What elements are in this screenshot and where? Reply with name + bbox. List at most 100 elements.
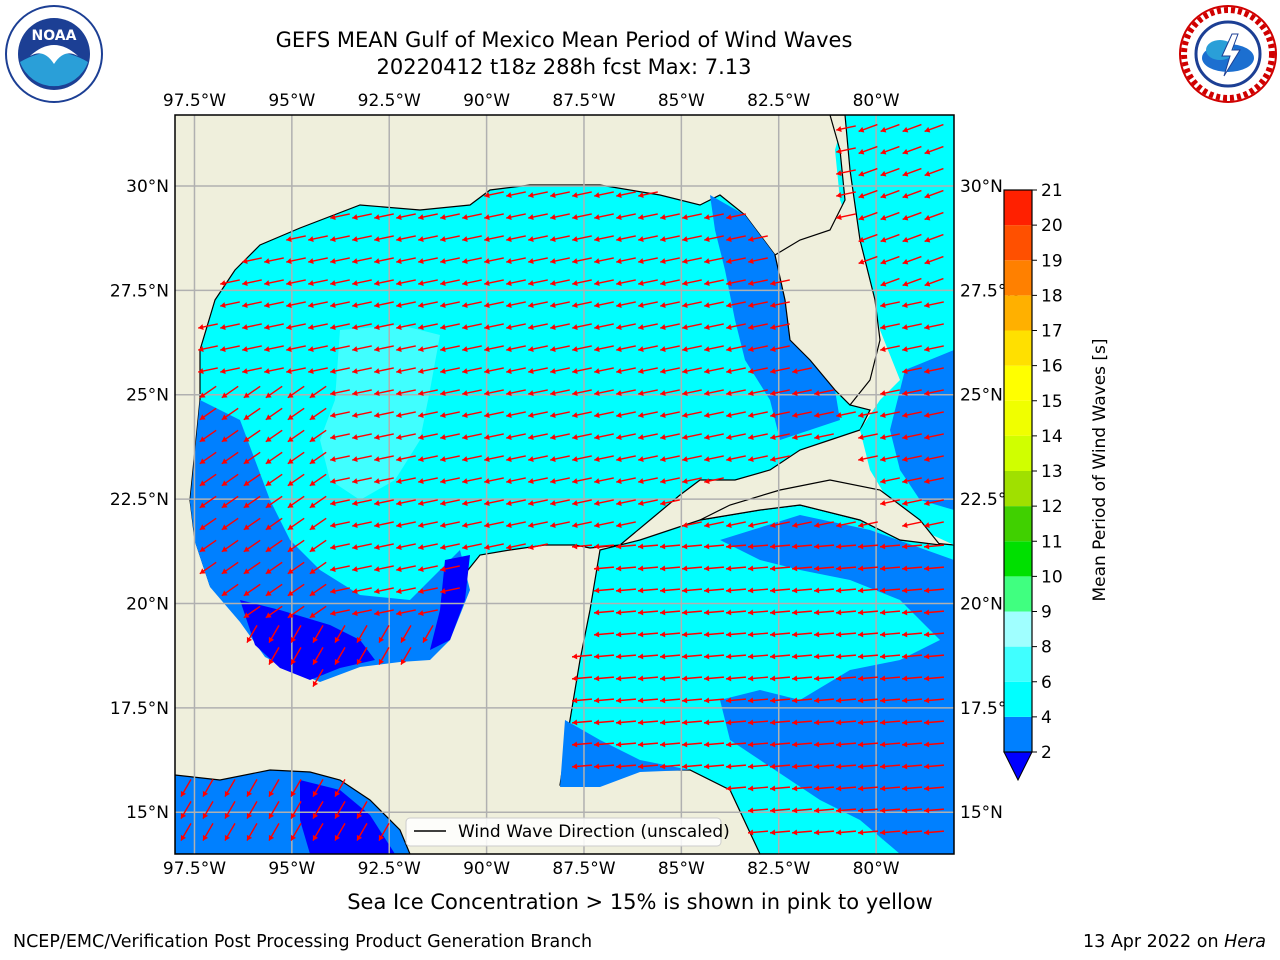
wave-arrow <box>616 235 636 242</box>
wave-arrow <box>352 455 372 462</box>
wave-arrow <box>726 455 746 462</box>
colorbar-tick-label-14: 19 <box>1041 251 1063 271</box>
wave-arrow <box>858 521 878 528</box>
wave-arrow <box>704 389 724 396</box>
wave-arrow <box>879 609 901 616</box>
wave-arrow <box>440 213 460 220</box>
wave-arrow <box>857 697 879 704</box>
colorbar-tick-label-11: 16 <box>1041 357 1063 377</box>
wave-arrow <box>659 631 681 638</box>
wave-arrow <box>243 561 261 575</box>
wave-arrow <box>440 543 460 550</box>
wave-arrow <box>901 763 923 770</box>
wave-arrow <box>484 389 504 396</box>
wave-arrow <box>374 213 394 220</box>
wave-arrow <box>704 367 724 374</box>
lat-label-left-0: 30°N <box>126 177 169 197</box>
wave-arrow <box>572 389 592 396</box>
wave-arrow <box>572 191 592 198</box>
wave-arrow <box>791 741 813 748</box>
wave-arrow <box>682 455 702 462</box>
lat-label-left-2: 25°N <box>126 386 169 406</box>
wave-arrow <box>374 411 394 418</box>
wave-arrow <box>901 675 923 682</box>
wave-arrow <box>571 543 593 550</box>
wave-arrow <box>462 521 482 528</box>
wave-arrow <box>484 301 504 308</box>
wave-arrow <box>660 411 680 418</box>
wave-arrow <box>594 279 614 286</box>
wave-arrow <box>312 624 324 644</box>
wave-arrow <box>550 455 570 462</box>
wave-arrow <box>594 389 614 396</box>
wave-arrow <box>593 719 615 726</box>
wave-arrow <box>418 389 438 396</box>
wave-arrow <box>770 279 790 286</box>
wave-arrow <box>594 499 614 506</box>
wave-arrow <box>290 822 302 842</box>
wave-arrow <box>221 561 239 575</box>
wave-arrow <box>418 499 438 506</box>
wave-arrow <box>615 719 637 726</box>
wave-arrow <box>615 609 637 616</box>
wave-arrow <box>726 345 746 352</box>
wave-arrow <box>330 499 350 506</box>
wave-arrow <box>221 495 239 509</box>
wave-arrow <box>243 429 261 443</box>
wave-arrow <box>704 433 724 440</box>
wave-arrow <box>440 345 460 352</box>
wave-arrow <box>725 697 747 704</box>
wave-arrow <box>265 539 283 553</box>
wave-arrow <box>682 213 702 220</box>
wave-arrow <box>725 785 747 792</box>
wave-arrow <box>792 433 812 440</box>
colorbar-tick-label-2: 6 <box>1041 673 1052 693</box>
wave-arrow <box>924 433 944 440</box>
wave-arrow <box>484 279 504 286</box>
wave-arrow <box>880 145 900 155</box>
wave-arrow <box>923 609 945 616</box>
lon-label-top-4: 87.5°W <box>552 91 615 111</box>
wave-arrow <box>835 697 857 704</box>
wave-arrow <box>484 367 504 374</box>
wave-arrow <box>748 345 768 352</box>
wave-arrow <box>506 345 526 352</box>
wave-arrow <box>484 477 504 484</box>
wave-arrow <box>264 279 284 286</box>
wave-arrow <box>902 433 922 440</box>
wave-arrow <box>638 455 658 462</box>
wave-arrow <box>747 653 769 660</box>
wave-arrow <box>879 631 901 638</box>
wave-arrow <box>287 561 305 575</box>
wave-arrow <box>857 807 879 814</box>
wave-arrow <box>506 389 526 396</box>
wave-arrow <box>594 433 614 440</box>
wave-arrow <box>265 517 283 531</box>
wave-arrow <box>312 668 324 688</box>
wave-arrow <box>616 521 636 528</box>
chart-subtitle: 20220412 t18z 288h fcst Max: 7.13 <box>376 55 752 79</box>
wave-arrow <box>418 411 438 418</box>
wave-arrow <box>616 279 636 286</box>
wave-arrow <box>857 609 879 616</box>
wave-arrow <box>308 279 328 286</box>
wave-arrow <box>506 191 526 198</box>
wave-arrow <box>659 653 681 660</box>
wave-arrow <box>902 189 922 199</box>
wave-arrow <box>858 411 878 418</box>
svg-text:NOAA: NOAA <box>32 28 77 44</box>
wave-arrow <box>374 499 394 506</box>
wave-arrow <box>879 719 901 726</box>
nws-logo <box>1179 5 1277 103</box>
wave-arrow <box>330 609 350 616</box>
wave-arrow <box>880 455 900 462</box>
wave-arrow <box>858 211 878 221</box>
wave-arrow <box>880 345 900 352</box>
wave-arrow <box>747 807 769 814</box>
wave-arrow <box>571 653 593 660</box>
wave-arrow <box>550 235 570 242</box>
wave-arrow <box>791 587 813 594</box>
wave-arrow <box>593 653 615 660</box>
wave-arrow <box>290 646 302 666</box>
wave-arrow <box>422 624 434 644</box>
